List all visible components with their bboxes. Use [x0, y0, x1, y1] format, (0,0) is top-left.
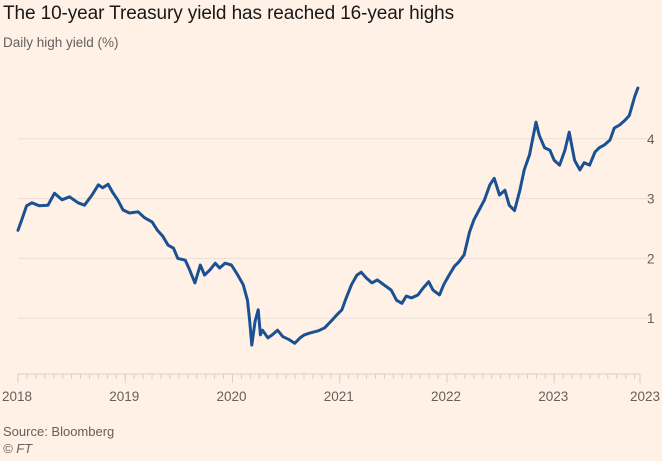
y-tick-label: 2 — [647, 251, 655, 266]
gridlines — [18, 138, 650, 319]
y-tick-label: 4 — [647, 132, 655, 147]
y-axis: 1 2 3 4 — [647, 132, 655, 326]
y-tick-label: 3 — [647, 192, 655, 207]
x-axis: 2018 2019 2020 2021 2022 2023 2023 — [2, 373, 660, 404]
y-tick-label: 1 — [647, 311, 655, 326]
x-tick-label: 2022 — [431, 389, 461, 404]
chart-subtitle: Daily high yield (%) — [3, 35, 119, 50]
x-tick-label: 2023 — [538, 389, 568, 404]
x-tick-label: 2020 — [216, 389, 246, 404]
source-note: Source: Bloomberg — [3, 424, 115, 439]
copyright-note: © FT — [3, 441, 33, 456]
chart-title: The 10-year Treasury yield has reached 1… — [3, 3, 455, 24]
x-tick-label: 2023 — [630, 389, 660, 404]
x-tick-label: 2021 — [324, 389, 354, 404]
x-tick-label: 2018 — [2, 389, 32, 404]
yield-line — [16, 86, 640, 347]
x-tick-label: 2019 — [109, 389, 139, 404]
